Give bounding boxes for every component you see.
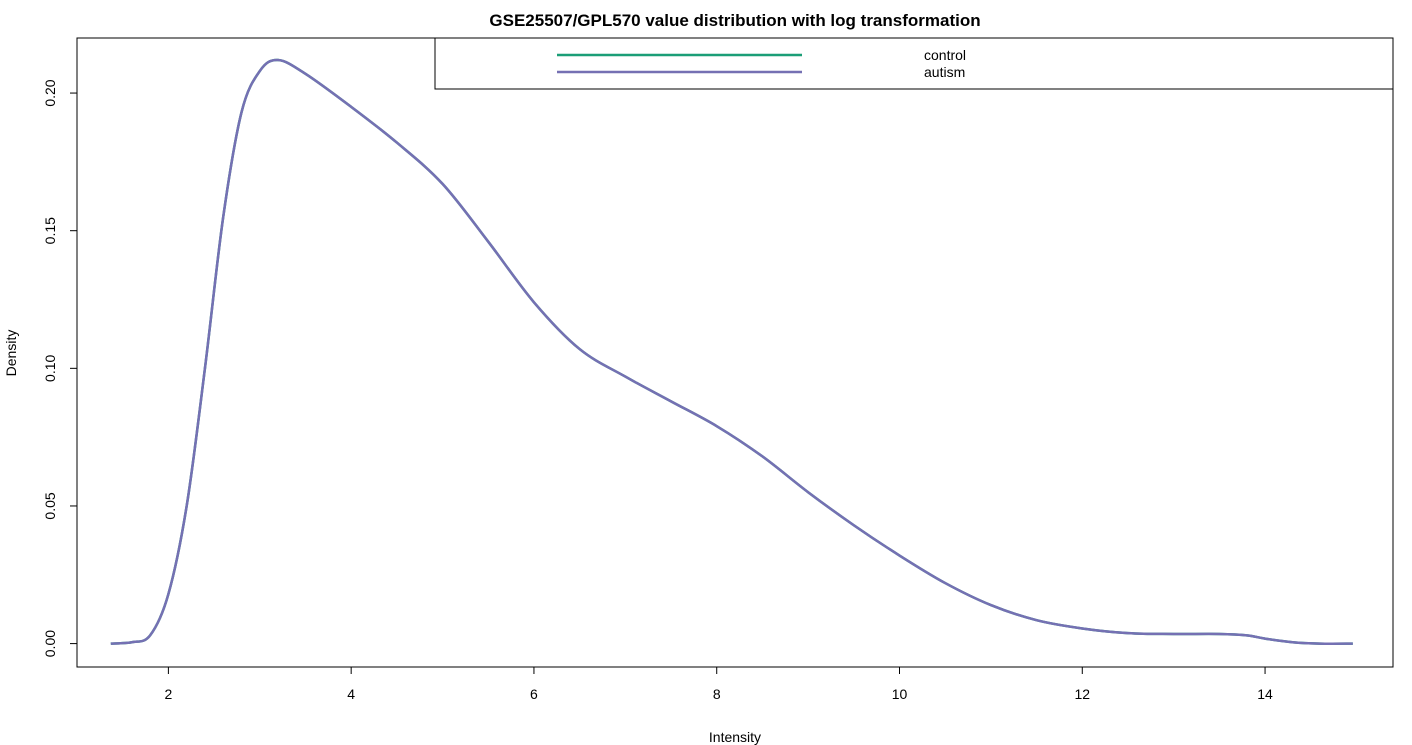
plot-frame [76, 37, 1394, 668]
y-tick-label: 0.05 [42, 492, 58, 519]
series-line-autism [110, 58, 1353, 645]
y-tick-label: 0.20 [42, 79, 58, 106]
x-tick-label: 6 [530, 686, 538, 702]
x-tick-label: 4 [347, 686, 355, 702]
y-axis-label: Density [3, 330, 19, 377]
legend-label-control: control [924, 47, 966, 63]
x-tick-label: 14 [1257, 686, 1273, 702]
y-tick-label: 0.10 [42, 354, 58, 381]
y-tick-label: 0.15 [42, 217, 58, 244]
x-axis-label: Intensity [709, 729, 761, 745]
legend-label-autism: autism [924, 64, 965, 80]
chart-title: GSE25507/GPL570 value distribution with … [489, 11, 980, 30]
y-axis: 0.00 0.05 0.10 0.15 0.20 [42, 79, 78, 657]
legend-box [434, 37, 1394, 90]
y-tick-label: 0.00 [42, 630, 58, 657]
series-layer [110, 58, 1353, 645]
x-tick-label: 10 [892, 686, 908, 702]
x-tick-label: 8 [713, 686, 721, 702]
x-tick-label: 2 [164, 686, 172, 702]
x-tick-label: 12 [1074, 686, 1090, 702]
series-line-control [110, 58, 1353, 645]
x-axis: 2 4 6 8 10 12 14 [164, 666, 1273, 702]
